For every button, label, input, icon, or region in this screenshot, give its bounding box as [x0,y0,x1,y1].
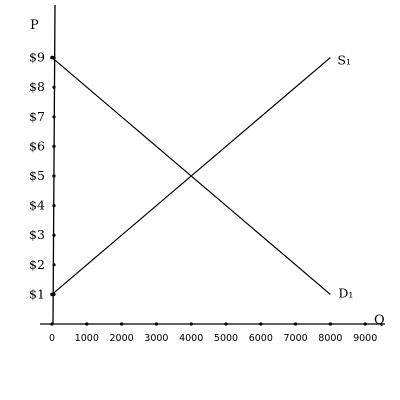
y-tick-mark [52,174,56,178]
x-tick-mark [154,322,158,326]
y-tick-label: $4 [29,198,45,213]
y-axis-title: P [30,18,39,33]
x-tick-mark [363,322,367,326]
x-tick-label: 8000 [318,333,342,344]
y-tick-mark [52,144,56,148]
x-tick-mark [328,322,332,326]
series-label: S₁ [337,53,351,68]
y-tick-mark [52,233,56,237]
series-point [50,292,54,297]
series-line [51,57,331,295]
x-tick-mark [224,322,228,326]
y-axis [52,4,56,325]
x-tick-mark [50,322,54,326]
x-tick-label: 1000 [75,333,99,344]
y-tick-label: $6 [29,138,45,153]
x-tick-mark [294,322,298,326]
y-tick-label: $8 [29,79,45,94]
y-axis-ticks: $1 $2 $3 $4 $5 $6 $7 $8 $9 [29,50,56,301]
y-tick-label: $3 [29,227,45,242]
y-tick-mark [52,115,56,119]
y-tick-label: $7 [29,109,45,124]
y-tick-label: $2 [29,257,45,272]
x-tick-mark [189,322,193,326]
x-tick-label: 6000 [249,333,273,344]
x-tick-label: 9000 [353,333,377,344]
y-tick-mark [52,204,56,208]
x-tick-label: 5000 [214,333,238,344]
series-layer: S₁ D₁ [50,53,353,300]
x-tick-label: 4000 [179,333,203,344]
y-tick-label: $1 [29,286,45,301]
y-tick-mark [52,263,56,267]
y-tick-mark [52,85,56,89]
y-tick-label: $5 [29,168,45,183]
series-point [50,55,54,60]
series-label: D₁ [338,285,353,300]
x-tick-label: 2000 [110,333,134,344]
x-tick-mark [259,322,263,326]
x-tick-label: 0 [49,333,55,344]
y-tick-label: $9 [29,50,45,65]
x-tick-mark [85,322,89,326]
x-tick-label: 3000 [144,333,168,344]
x-axis-ticks: 0 1000 2000 3000 4000 5000 6000 7000 8000 9000 [49,322,377,344]
x-tick-mark [120,322,124,326]
x-axis-title: Q [374,313,385,328]
x-tick-label: 7000 [284,333,308,344]
